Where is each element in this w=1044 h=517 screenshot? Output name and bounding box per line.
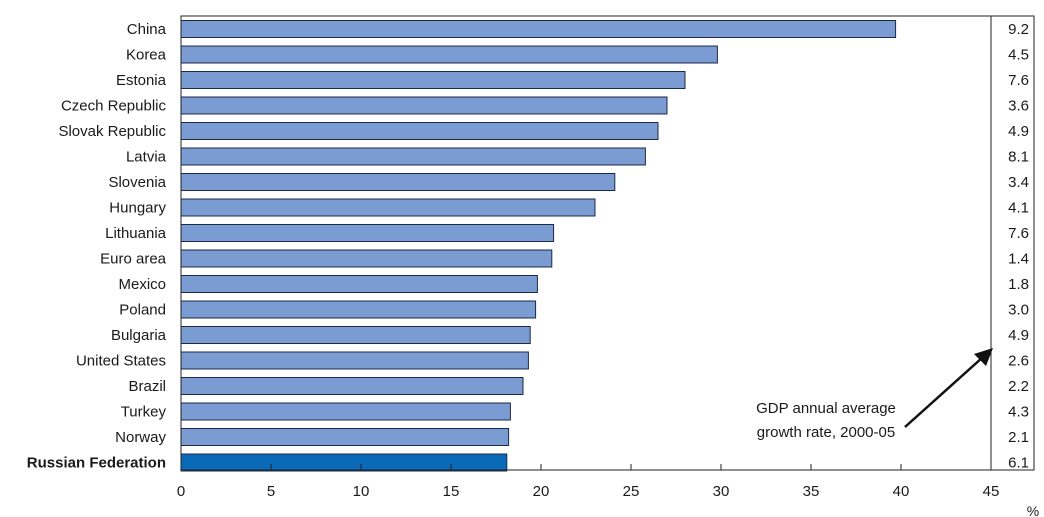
growth-rate-label: 4.3: [1008, 404, 1029, 421]
category-label: Euro area: [100, 251, 167, 268]
x-tick-label: 15: [443, 483, 460, 500]
bar: [180, 173, 616, 191]
bar: [180, 122, 659, 140]
x-tick-label: 10: [353, 483, 370, 500]
growth-rate-label: 6.1: [1008, 455, 1029, 472]
category-label: Brazil: [128, 378, 166, 395]
annotation-arrow-shaft: [904, 356, 984, 428]
category-label: Czech Republic: [61, 98, 167, 115]
growth-rate-label: 2.1: [1008, 429, 1029, 446]
category-label: Lithuania: [105, 225, 167, 242]
x-axis-unit-label: %: [1027, 503, 1039, 517]
x-tick-label: 20: [533, 483, 550, 500]
plot-frame: [180, 15, 1035, 471]
bar: [180, 71, 686, 89]
x-tick-label: 45: [983, 483, 1000, 500]
annotation-group: GDP annual average growth rate, 2000-05: [756, 348, 993, 441]
growth-rate-label: 3.0: [1008, 302, 1029, 319]
bar: [180, 275, 538, 293]
growth-rate-label: 3.4: [1008, 174, 1029, 191]
bar: [180, 20, 897, 38]
growth-rate-label: 4.9: [1008, 327, 1029, 344]
category-label: Russian Federation: [27, 455, 166, 472]
category-label: Slovak Republic: [58, 123, 166, 140]
category-label: Slovenia: [108, 174, 166, 191]
bar: [180, 402, 511, 421]
annotation-line-2: growth rate, 2000-05: [757, 424, 895, 441]
growth-rate-label: 3.6: [1008, 98, 1029, 115]
category-label: Hungary: [109, 200, 166, 217]
x-tick-label: 35: [803, 483, 820, 500]
growth-rate-label: 7.6: [1008, 72, 1029, 89]
growth-rate-label: 7.6: [1008, 225, 1029, 242]
annotation-line-1: GDP annual average: [756, 400, 896, 417]
growth-rate-label: 1.4: [1008, 251, 1029, 268]
bar: [180, 96, 668, 115]
category-label: Estonia: [116, 72, 167, 89]
growth-rate-label: 4.9: [1008, 123, 1029, 140]
category-label: China: [127, 21, 167, 38]
category-label: Bulgaria: [111, 327, 167, 344]
plot-border: [180, 15, 1035, 471]
category-label: Korea: [126, 47, 167, 64]
bar: [180, 198, 596, 217]
bar: [180, 249, 553, 268]
bar: [180, 453, 508, 472]
bar: [180, 300, 537, 319]
growth-rate-label: 4.5: [1008, 47, 1029, 64]
x-tick-label: 0: [177, 483, 185, 500]
x-tick-label: 30: [713, 483, 730, 500]
x-tick-label: 25: [623, 483, 640, 500]
growth-rate-label: 1.8: [1008, 276, 1029, 293]
growth-rate-labels: 9.2 4.5 7.6 3.6 4.9 8.1 3.4 4.1 7.6 1.4 1.8 3.0 4.9 2…: [1008, 21, 1029, 472]
x-axis: 0 5 10 15 20 25 30 35 40 45: [177, 464, 1000, 500]
growth-rate-label: 2.2: [1008, 378, 1029, 395]
category-label: Mexico: [118, 276, 166, 293]
category-label: Poland: [119, 302, 166, 319]
category-label: Latvia: [126, 149, 167, 166]
bar: [180, 147, 646, 166]
growth-rate-label: 9.2: [1008, 21, 1029, 38]
category-label: United States: [76, 353, 166, 370]
x-tick-label: 40: [893, 483, 910, 500]
bar: [180, 224, 555, 242]
bar: [180, 45, 718, 64]
category-labels: China Korea Estonia Czech Republic Slovak Re…: [27, 21, 167, 472]
category-label: Turkey: [121, 404, 167, 421]
x-tick-label: 5: [267, 483, 275, 500]
annotation-arrow-head: [974, 348, 993, 366]
bar: [180, 351, 529, 370]
growth-rate-label: 2.6: [1008, 353, 1029, 370]
bar: [180, 428, 510, 446]
bar: [180, 377, 524, 395]
category-label: Norway: [115, 429, 166, 446]
growth-rate-label: 4.1: [1008, 200, 1029, 217]
growth-rate-label: 8.1: [1008, 149, 1029, 166]
bar: [180, 326, 531, 344]
